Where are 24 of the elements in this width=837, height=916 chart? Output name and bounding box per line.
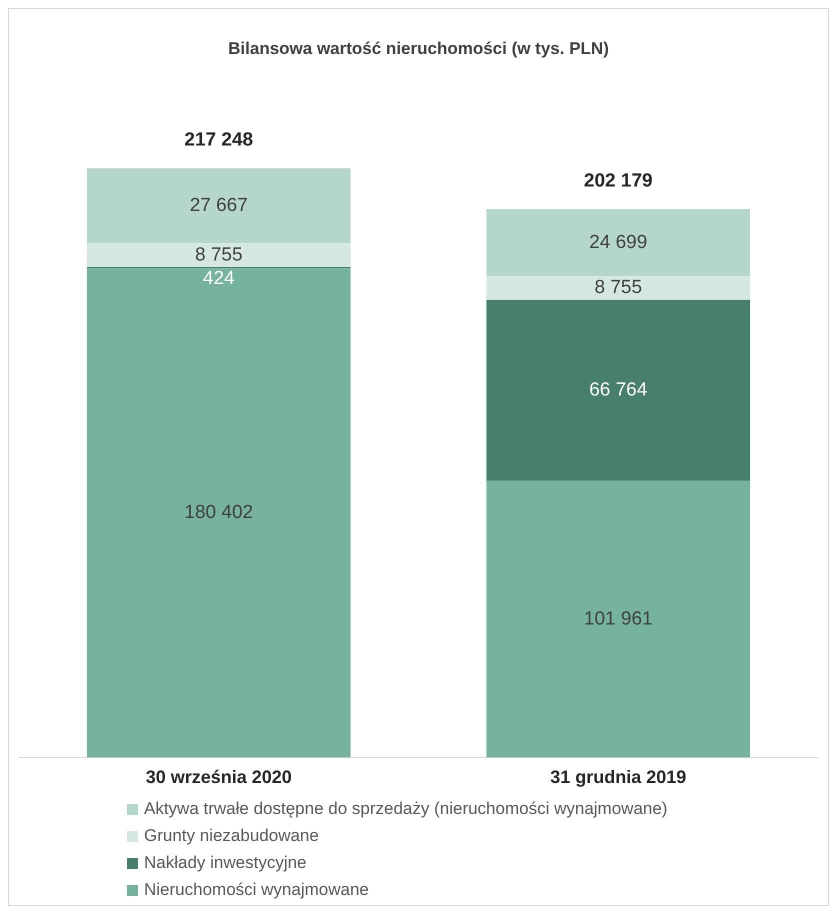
bar	[86, 268, 351, 758]
data-label: 180 402	[184, 502, 254, 524]
data-label: 424	[202, 268, 236, 290]
legend-label: Nakłady inwestycyjne	[144, 853, 307, 873]
chart-title: Bilansowa wartość nieruchomości (w tys. PLN)	[228, 38, 609, 58]
bar	[86, 168, 351, 244]
bar	[86, 243, 351, 267]
x-tick-label: 31 grudnia 2019	[550, 767, 686, 788]
total-label: 202 179	[584, 170, 653, 192]
legend-label: Nieruchomości wynajmowane	[144, 880, 369, 900]
data-label: 8 755	[594, 277, 642, 298]
data-label: 8 755	[194, 244, 243, 266]
bar	[486, 276, 750, 300]
data-label: 66 764	[589, 380, 648, 401]
data-label: 27 667	[190, 194, 248, 216]
x-tick-label: 30 września 2020	[146, 767, 292, 788]
data-label: 24 699	[589, 232, 648, 253]
bar	[486, 209, 750, 276]
bar	[486, 480, 750, 758]
legend-label: Aktywa trwałe dostępne do sprzedaży (nieruchomości wynajmowane)	[144, 799, 668, 819]
bar	[486, 300, 750, 481]
legend-label: Grunty niezabudowane	[144, 826, 319, 846]
total-label: 217 248	[184, 129, 254, 150]
data-label: 101 961	[584, 608, 653, 630]
